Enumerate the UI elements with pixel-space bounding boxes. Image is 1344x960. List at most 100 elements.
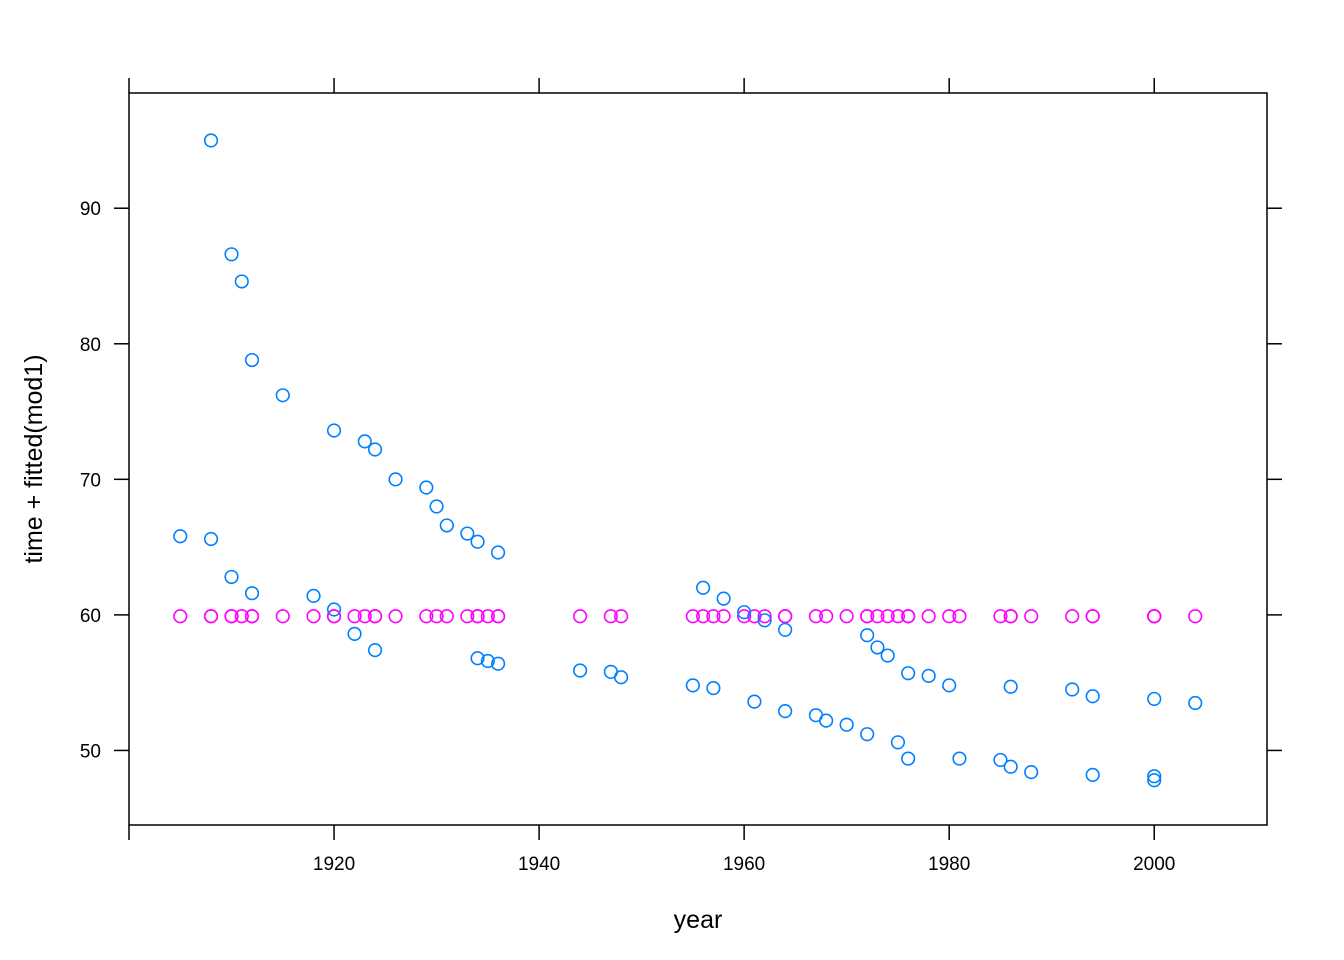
- x-axis-label: year: [674, 906, 723, 934]
- fitted-point: [880, 609, 895, 624]
- observed-point: [870, 640, 885, 655]
- observed-point: [901, 751, 916, 766]
- fitted-point: [203, 609, 219, 624]
- fitted-point: [244, 609, 260, 624]
- observed-point: [203, 531, 219, 547]
- fitted-point: [706, 609, 721, 624]
- fitted-point: [952, 609, 967, 624]
- observed-point: [490, 545, 506, 560]
- observed-point: [737, 605, 752, 620]
- fitted-point: [737, 609, 752, 624]
- plot-frame: [128, 92, 1268, 826]
- fitted-point: [870, 609, 885, 624]
- observed-point: [1065, 682, 1080, 697]
- observed-point: [357, 434, 372, 449]
- observed-point: [439, 518, 454, 533]
- observed-point: [470, 651, 485, 666]
- fitted-point: [490, 609, 506, 624]
- observed-point: [1188, 695, 1203, 711]
- fitted-point: [439, 609, 454, 624]
- fitted-point: [347, 609, 362, 624]
- fitted-point: [1085, 609, 1100, 624]
- observed-point: [470, 534, 485, 549]
- observed-point: [1024, 765, 1039, 780]
- fitted-point: [819, 609, 834, 624]
- fitted-point: [778, 609, 793, 624]
- observed-point: [1003, 679, 1018, 694]
- observed-point: [203, 133, 219, 148]
- fitted-point: [921, 609, 936, 624]
- observed-point: [890, 735, 906, 750]
- observed-point: [480, 653, 495, 669]
- observed-point: [778, 704, 793, 719]
- observed-point: [819, 713, 834, 728]
- observed-point: [326, 602, 342, 617]
- observed-point: [716, 591, 731, 606]
- x-tick-label: 2000: [1133, 854, 1175, 875]
- fitted-point: [1065, 609, 1080, 624]
- data-points: [173, 133, 1203, 788]
- fitted-point: [839, 609, 854, 624]
- observed-point: [490, 656, 506, 671]
- fitted-point: [572, 609, 588, 624]
- observed-point: [901, 666, 916, 681]
- fitted-point: [480, 609, 495, 624]
- fitted-point: [860, 609, 875, 624]
- fitted-point: [614, 609, 629, 624]
- observed-point: [860, 727, 875, 742]
- observed-point: [388, 472, 403, 487]
- observed-point: [460, 526, 475, 541]
- fitted-point: [942, 609, 957, 624]
- observed-point: [224, 247, 239, 262]
- fitted-point: [993, 609, 1008, 624]
- y-tick-label: 70: [80, 470, 101, 491]
- observed-point: [880, 648, 895, 663]
- fitted-point: [696, 609, 711, 624]
- observed-point: [1085, 767, 1100, 782]
- observed-point: [614, 670, 629, 685]
- observed-point: [326, 423, 342, 438]
- axis-tick-labels: 1920 1940 1960 1980 2000 50 60 70 80 90: [80, 199, 1176, 875]
- fitted-point: [460, 609, 475, 624]
- fitted-point: [716, 609, 731, 624]
- observed-point: [1147, 691, 1162, 707]
- observed-point: [244, 352, 260, 368]
- observed-point: [778, 622, 793, 637]
- observed-point: [419, 480, 434, 495]
- fitted-point: [367, 609, 383, 624]
- observed-point: [952, 751, 967, 766]
- y-tick-label: 60: [80, 606, 101, 627]
- fitted-point: [306, 609, 321, 624]
- fitted-point: [357, 609, 372, 624]
- observed-point: [224, 569, 239, 585]
- observed-point: [706, 680, 721, 696]
- y-tick-label: 50: [80, 741, 101, 762]
- observed-point: [234, 274, 249, 289]
- fitted-point: [470, 609, 485, 624]
- y-tick-label: 80: [80, 335, 101, 356]
- observed-point: [306, 588, 321, 604]
- fitted-point: [1024, 609, 1039, 624]
- fitted-point: [685, 609, 700, 624]
- fitted-point: [757, 609, 772, 624]
- x-tick-label: 1920: [313, 854, 355, 875]
- observed-point: [1003, 759, 1018, 774]
- observed-point: [860, 628, 875, 643]
- observed-point: [1147, 769, 1162, 784]
- fitted-point: [275, 609, 290, 624]
- observed-point: [244, 586, 260, 601]
- y-tick-label: 90: [80, 199, 101, 220]
- observed-point: [367, 442, 383, 457]
- observed-point: [747, 694, 762, 709]
- observed-point: [839, 717, 854, 732]
- fitted-point: [603, 609, 618, 624]
- observed-point: [347, 626, 362, 641]
- fitted-point: [1147, 609, 1162, 624]
- fitted-point: [1003, 609, 1018, 624]
- fitted-point: [388, 609, 403, 624]
- fitted-point: [234, 609, 249, 624]
- y-axis-label: time + fitted(mod1): [20, 354, 48, 563]
- observed-point: [921, 668, 936, 683]
- observed-point: [429, 499, 444, 514]
